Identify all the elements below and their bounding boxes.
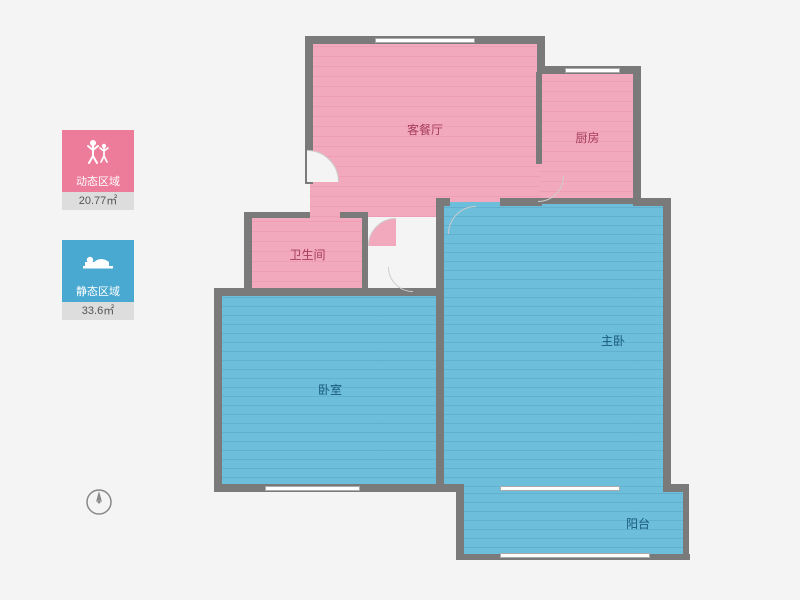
room-balcony-label: 阳台: [626, 515, 650, 532]
wall: [683, 484, 689, 560]
wall: [214, 288, 222, 490]
window: [265, 486, 360, 491]
legend-dynamic-label: 动态区域: [62, 172, 134, 192]
wall: [436, 198, 450, 206]
room-balcony: 阳台: [460, 487, 685, 557]
legend: 动态区域 20.77㎡ 静态区域 33.6㎡: [62, 130, 134, 350]
legend-static: 静态区域 33.6㎡: [62, 240, 134, 320]
people-icon: [62, 130, 134, 172]
room-bed2-label: 卧室: [318, 381, 342, 398]
legend-static-value: 33.6㎡: [62, 302, 134, 320]
wall: [456, 484, 464, 560]
room-kitchen-label: 厨房: [575, 129, 599, 146]
room-bath: 卫生间: [250, 217, 365, 292]
wall: [244, 212, 310, 218]
room-living: 客餐厅: [310, 42, 540, 217]
wall: [536, 198, 640, 204]
wall: [244, 212, 252, 294]
room-bath-label: 卫生间: [289, 246, 325, 263]
wall: [663, 198, 671, 490]
wall: [436, 198, 444, 490]
compass-icon: [85, 488, 113, 516]
room-bed1-label: 主卧: [601, 332, 625, 349]
room-bed2: 卧室: [220, 292, 440, 487]
wall: [536, 72, 542, 164]
sleep-icon: [62, 240, 134, 282]
floorplan: 客餐厅 厨房 卫生间 卧室 主卧 阳台: [220, 42, 700, 562]
window: [500, 486, 620, 491]
legend-dynamic: 动态区域 20.77㎡: [62, 130, 134, 210]
legend-dynamic-value: 20.77㎡: [62, 192, 134, 210]
door-arc: [368, 218, 424, 274]
door-arc: [388, 242, 438, 292]
window: [375, 38, 475, 43]
room-living-label: 客餐厅: [407, 121, 443, 138]
window: [565, 68, 620, 73]
wall: [362, 212, 368, 294]
window: [500, 553, 650, 558]
wall: [663, 484, 687, 492]
room-bed1: 主卧: [440, 202, 665, 487]
wall: [633, 66, 641, 204]
legend-static-label: 静态区域: [62, 282, 134, 302]
